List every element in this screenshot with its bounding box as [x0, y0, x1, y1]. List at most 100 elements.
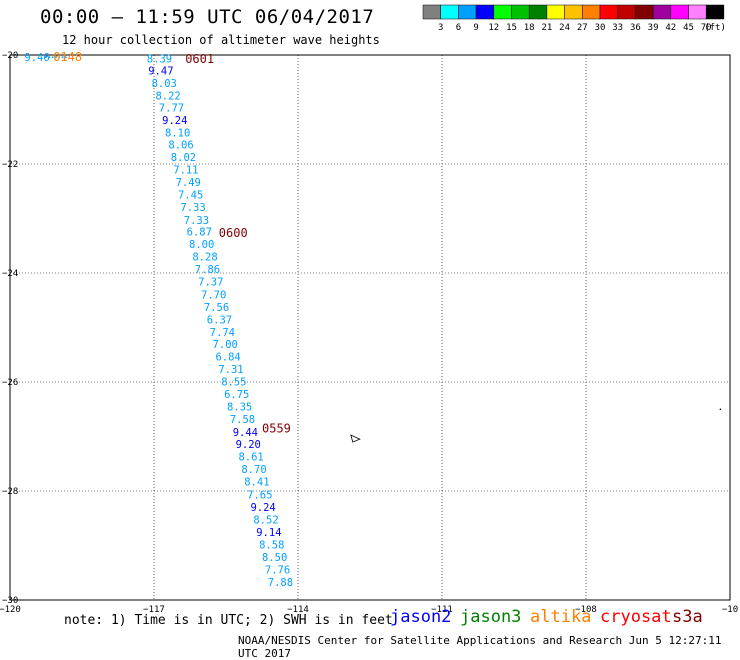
- wave-height-value: 7.86: [195, 264, 220, 276]
- pass-time-label: 0148: [53, 50, 82, 64]
- wave-height-value: 9.44: [233, 427, 258, 439]
- wave-height-value: 8.06: [168, 139, 193, 151]
- colorbar-label: 6: [456, 23, 461, 33]
- colorbar-unit: (ft): [704, 23, 726, 33]
- colorbar-label: 12: [488, 23, 499, 33]
- wave-height-value: 8.02: [171, 152, 196, 164]
- wave-height-value: 8.50: [262, 552, 287, 564]
- colorbar-swatch: [458, 4, 477, 20]
- wave-height-value: 7.76: [265, 564, 290, 576]
- lat-tick-label: −22: [2, 160, 18, 170]
- colorbar-swatch: [493, 4, 512, 20]
- wave-height-value: 7.45: [178, 190, 203, 202]
- wave-height-value: 9.24: [162, 115, 187, 127]
- satellite-legend-altika: altika: [530, 607, 592, 627]
- wave-height-value: 6.75: [224, 389, 249, 401]
- wave-height-value: 7.37: [198, 277, 223, 289]
- lon-tick-label: −117: [143, 605, 165, 615]
- page-title: 00:00 – 11:59 UTC 06/04/2017: [40, 6, 375, 28]
- lon-tick-label: −114: [287, 605, 309, 615]
- colorbar-label: 70: [701, 23, 712, 33]
- wave-height-value: 8.00: [189, 239, 214, 251]
- colorbar-label: 30: [595, 23, 606, 33]
- colorbar-label: 45: [683, 23, 694, 33]
- wave-height-value: 8.58: [259, 539, 284, 551]
- credit-line: NOAA/NESDIS Center for Satellite Applica…: [238, 634, 722, 660]
- track-dot: [55, 56, 57, 59]
- track-dot: [58, 56, 61, 59]
- colorbar-swatch: [528, 4, 548, 20]
- wave-height-value: 9.46: [24, 52, 49, 64]
- wave-height-value: 7.11: [173, 164, 198, 176]
- colorbar-swatch: [705, 4, 725, 20]
- colorbar-swatch: [652, 4, 672, 20]
- page-subtitle: 12 hour collection of altimeter wave hei…: [62, 33, 380, 47]
- wave-height-value: 6.84: [215, 351, 240, 363]
- wave-height-value: 7.77: [159, 102, 184, 114]
- colorbar-label: 24: [559, 23, 570, 33]
- colorbar-swatch: [440, 4, 459, 20]
- colorbar-label: 15: [506, 23, 517, 33]
- colorbar-swatch: [635, 4, 654, 20]
- lat-tick-label: −24: [2, 269, 18, 279]
- wave-height-value: 8.03: [152, 78, 177, 90]
- wave-height-value: 8.39: [147, 53, 172, 65]
- wave-height-value: 8.52: [253, 514, 278, 526]
- wave-height-value: 7.31: [218, 364, 243, 376]
- wave-height-value: 9.47: [148, 65, 173, 77]
- colorbar-swatch: [599, 4, 618, 20]
- wave-height-value: 8.10: [165, 127, 190, 139]
- colorbar-label: 18: [524, 23, 535, 33]
- wave-height-value: 7.70: [201, 289, 226, 301]
- satellite-legend-cryosat: cryosat: [600, 607, 672, 627]
- pass-time-label: 0600: [219, 226, 248, 240]
- track-dot: [61, 56, 64, 59]
- wave-height-value: 7.58: [230, 414, 255, 426]
- colorbar-swatch: [511, 4, 530, 20]
- lat-tick-label: −28: [2, 487, 18, 497]
- colorbar-swatch: [582, 4, 601, 20]
- colorbar-swatch: [617, 4, 636, 20]
- lon-tick-label: −120: [0, 605, 21, 615]
- wave-height-value: 7.33: [184, 215, 209, 227]
- pass-time-label: 0559: [262, 421, 291, 435]
- colorbar-label: 21: [541, 23, 552, 33]
- wave-height-value: 7.88: [268, 577, 293, 589]
- wave-height-value: 8.22: [155, 90, 180, 102]
- wave-height-value: 8.35: [227, 402, 252, 414]
- colorbar-swatch: [670, 4, 689, 20]
- track-dot: [45, 56, 47, 59]
- wave-height-value: 7.74: [210, 327, 235, 339]
- island-outline: [350, 434, 361, 443]
- colorbar-label: 39: [648, 23, 659, 33]
- lon-tick-label: −108: [575, 605, 597, 615]
- colorbar-swatch: [475, 4, 495, 20]
- colorbar-label: 36: [630, 23, 641, 33]
- track-dot: [48, 56, 51, 59]
- colorbar-swatch: [564, 4, 583, 20]
- colorbar-label: 33: [612, 23, 623, 33]
- wave-height-value: 9.14: [256, 527, 281, 539]
- wave-height-value: 7.56: [204, 302, 229, 314]
- lon-tick-label: −10: [722, 605, 738, 615]
- colorbar-swatch: [688, 4, 707, 20]
- wave-height-value: 8.55: [221, 376, 246, 388]
- wave-height-value: 7.33: [180, 202, 205, 214]
- colorbar-label: 42: [665, 23, 676, 33]
- lat-tick-label: −30: [2, 596, 18, 606]
- colorbar-swatch: [422, 4, 441, 20]
- pass-time-label: 0601: [185, 52, 214, 66]
- lat-tick-label: −20: [2, 51, 18, 61]
- map-frame: [9, 54, 731, 601]
- wave-height-value: 8.28: [192, 252, 217, 264]
- track-dot: [51, 56, 54, 59]
- wave-height-value: 6.87: [187, 227, 212, 239]
- wave-height-value: 9.24: [250, 502, 275, 514]
- colorbar-label: 9: [473, 23, 478, 33]
- island-dot: [719, 408, 722, 411]
- wave-height-value: 6.37: [207, 314, 232, 326]
- wave-height-value: 7.65: [247, 489, 272, 501]
- track-dot: [64, 56, 67, 59]
- colorbar-swatch: [546, 4, 565, 20]
